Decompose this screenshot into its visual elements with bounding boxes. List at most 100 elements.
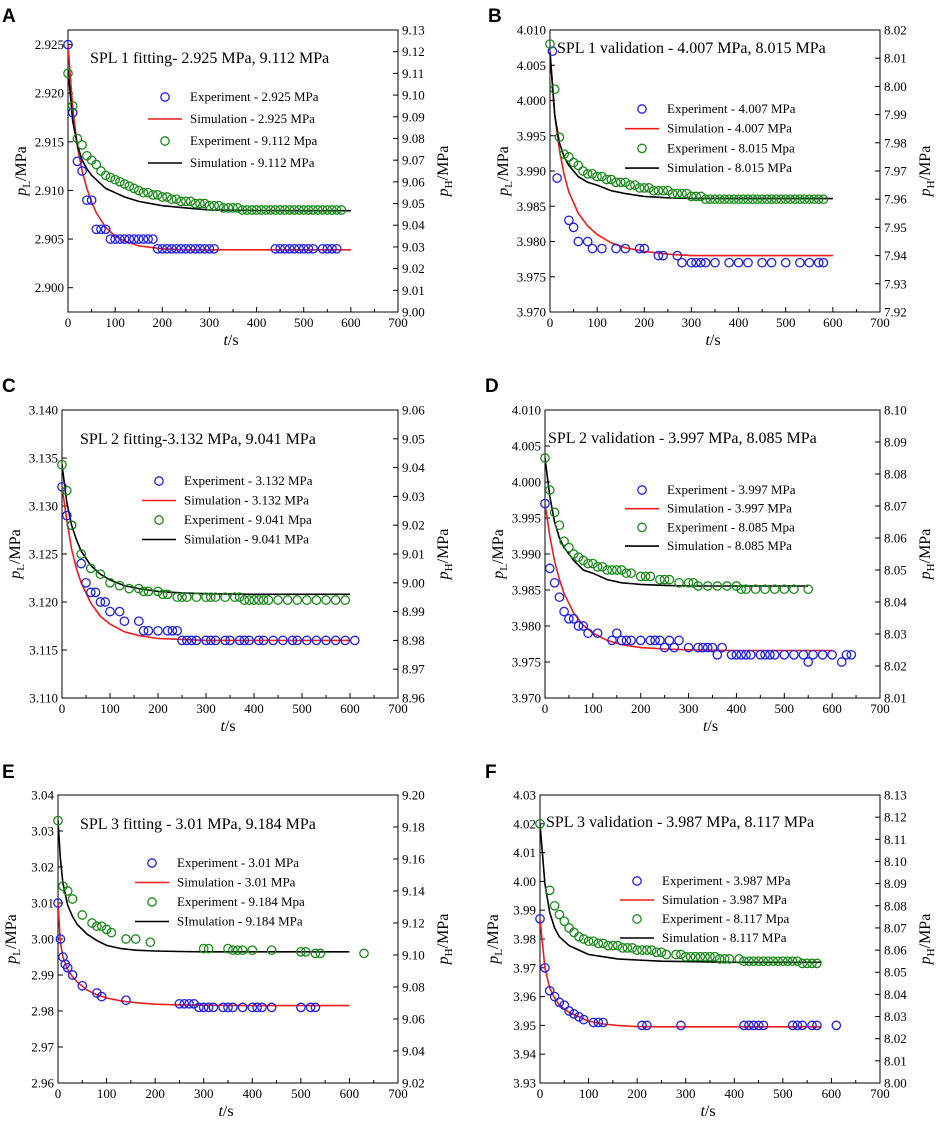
data-point: [601, 174, 612, 185]
data-point: [724, 194, 734, 205]
data-point: [275, 205, 285, 215]
data-point: [564, 613, 574, 624]
y-left-label-unit: /MPa: [3, 914, 20, 949]
y-right-label-var: p: [435, 956, 452, 965]
data-point: [220, 592, 231, 603]
data-point: [639, 243, 650, 254]
x-tick-label: 600: [822, 701, 842, 716]
data-point: [133, 185, 144, 196]
data-point: [676, 949, 686, 960]
data-point: [554, 520, 565, 531]
y-right-tick-label: 8.00: [884, 79, 907, 94]
data-point: [736, 649, 747, 660]
x-tick-label: 300: [679, 701, 699, 716]
y-right-axis-label: pH/MPa: [435, 529, 455, 581]
data-point: [717, 642, 727, 653]
data-point: [695, 951, 706, 962]
legend-label: Experiment - 4.007 MPa: [667, 101, 796, 116]
data-point: [744, 956, 754, 967]
y-right-tick-label: 9.06: [402, 403, 425, 418]
x-tick-label: 700: [870, 1086, 890, 1101]
y-right-tick-label: 8.03: [884, 627, 907, 642]
y-right-tick-label: 7.97: [884, 164, 907, 179]
data-point: [620, 177, 631, 188]
y-right-tick-label: 9.01: [402, 547, 425, 562]
y-right-tick-label: 8.11: [884, 832, 906, 847]
data-point: [615, 177, 626, 188]
data-point: [661, 949, 672, 960]
data-point: [91, 159, 102, 170]
data-point: [573, 621, 584, 631]
data-point: [681, 188, 692, 199]
y-left-tick-label: 3.130: [29, 499, 58, 514]
data-point: [310, 948, 321, 959]
data-point: [162, 243, 172, 254]
x-tick-label: 100: [587, 315, 607, 330]
data-point: [327, 205, 337, 215]
y-right-tick-label: 8.02: [884, 1031, 907, 1046]
y-right-tick-label: 8.02: [884, 659, 907, 674]
data-point: [795, 257, 805, 268]
data-point: [331, 243, 342, 254]
data-point: [86, 195, 97, 206]
y-left-tick-label: 3.975: [512, 655, 541, 670]
y-right-label-var: p: [917, 188, 934, 197]
x-axis-label-unit: /s: [707, 718, 718, 735]
y-right-label-var: p: [917, 571, 934, 580]
data-point: [729, 194, 739, 205]
data-point: [664, 574, 675, 585]
x-tick-label: 100: [579, 1086, 599, 1101]
y-left-tick-label: 2.97: [31, 1040, 54, 1055]
data-point: [635, 571, 646, 582]
y-right-tick-label: 7.94: [884, 248, 907, 263]
legend-label: Experiment - 8.085 Mpa: [667, 519, 795, 534]
legend-label: Simulation - 3.01 MPa: [177, 875, 296, 890]
plot-frame: [61, 409, 399, 699]
data-point: [303, 205, 314, 215]
data-point: [190, 198, 201, 209]
data-point: [626, 568, 636, 579]
panel-label: D: [485, 376, 499, 397]
legend-label: Experiment - 9.112 Mpa: [190, 133, 318, 148]
data-point: [744, 1020, 754, 1031]
y-left-tick-label: 4.000: [517, 93, 546, 108]
data-point: [186, 635, 197, 646]
data-point: [85, 587, 96, 598]
data-point: [289, 243, 300, 254]
data-point: [282, 595, 293, 605]
data-point: [719, 194, 730, 205]
data-point: [789, 584, 799, 595]
y-right-tick-label: 7.95: [884, 220, 907, 235]
data-point: [185, 243, 196, 254]
x-tick-label: 600: [822, 1086, 842, 1101]
data-point: [836, 657, 847, 667]
y-right-label-unit: /MPa: [917, 146, 934, 181]
data-point: [181, 592, 192, 603]
data-point: [191, 635, 202, 646]
y-right-tick-label: 8.02: [884, 23, 907, 38]
x-tick-label: 700: [870, 315, 890, 330]
data-point: [813, 194, 824, 205]
y-right-label-unit: /MPa: [435, 914, 452, 949]
data-point: [696, 257, 706, 268]
data-point: [67, 101, 78, 111]
data-point: [731, 581, 742, 591]
x-tick-label: 400: [725, 1086, 745, 1101]
data-point: [549, 507, 560, 518]
y-right-tick-label: 8.04: [884, 595, 907, 610]
y-right-tick-label: 8.96: [402, 691, 425, 706]
data-point: [691, 191, 701, 202]
data-point: [152, 190, 163, 200]
data-point: [724, 954, 735, 964]
data-point: [96, 921, 107, 932]
data-point: [602, 565, 613, 575]
y-right-label-sub: H: [925, 563, 937, 571]
x-axis-label-var: t: [700, 1103, 705, 1120]
data-point: [119, 234, 130, 244]
data-point: [247, 1002, 258, 1013]
y-right-label-var: p: [435, 571, 452, 580]
legend-label: Simulation - 3.987 MPa: [662, 892, 787, 907]
data-point: [674, 577, 684, 588]
data-point: [803, 584, 814, 595]
legend-label: Experiment - 3.987 MPa: [662, 873, 791, 888]
